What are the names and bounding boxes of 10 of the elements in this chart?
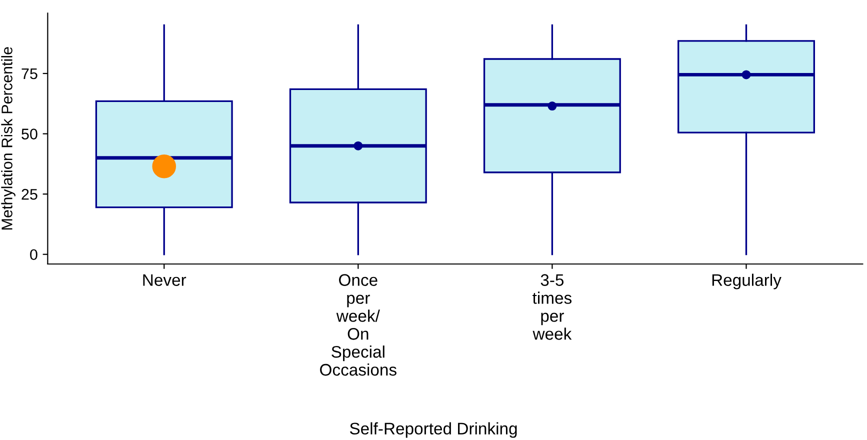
x-axis-title: Self-Reported Drinking <box>350 422 517 438</box>
y-tick-label: 75 <box>22 68 38 80</box>
x-tick-label: Regularly <box>712 274 782 290</box>
y-tick-label: 50 <box>22 128 38 140</box>
y-tick-label: 25 <box>22 188 38 200</box>
x-tick-label: 3-5 times per week <box>532 274 572 340</box>
x-tick-label: Once per week/ On Special Occasions <box>320 274 396 376</box>
y-axis-title: Methylation Risk Percentile <box>1 47 16 230</box>
x-tick-label: Never <box>143 274 186 286</box>
y-tick-label: 0 <box>30 249 38 260</box>
